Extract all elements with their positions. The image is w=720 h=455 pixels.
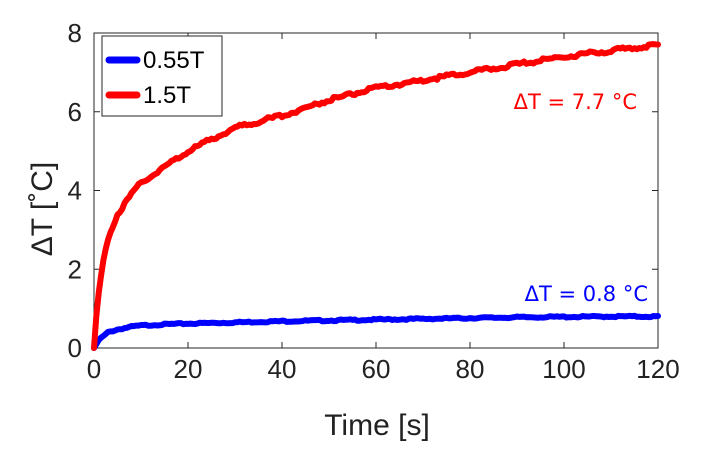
- y-tick-label: 4: [68, 176, 82, 206]
- annotation-1.5T-delta: ΔT = 7.7 °C: [514, 90, 637, 114]
- series-line-0.55T: [91, 312, 661, 351]
- legend-label-1.5T: 1.5T: [143, 82, 191, 109]
- legend-box: [101, 35, 223, 117]
- y-axis-label: ΔT [˚C]: [26, 162, 59, 256]
- y-tick-label: 8: [68, 18, 82, 48]
- x-tick-label: 100: [542, 354, 585, 384]
- y-tick-label: 6: [68, 97, 82, 127]
- x-tick-label: 60: [362, 354, 391, 384]
- y-tick-label: 2: [68, 254, 82, 284]
- x-tick-label: 20: [174, 354, 203, 384]
- x-tick-label: 0: [87, 354, 101, 384]
- series-line-1.5T: [91, 41, 661, 351]
- x-axis-label: Time [s]: [324, 409, 430, 442]
- annotation-0.55T-delta: ΔT = 0.8 °C: [525, 282, 648, 306]
- legend: 0.55T 1.5T: [101, 35, 223, 117]
- x-tick-label: 120: [636, 354, 679, 384]
- x-tick-label: 80: [456, 354, 485, 384]
- y-tick-label: 0: [68, 333, 82, 363]
- x-tick-label: 40: [268, 354, 297, 384]
- legend-label-0.55T: 0.55T: [143, 47, 205, 74]
